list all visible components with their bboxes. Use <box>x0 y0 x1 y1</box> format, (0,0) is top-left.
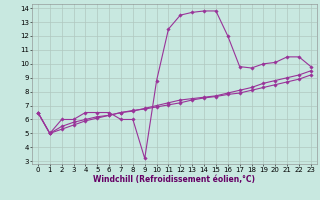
X-axis label: Windchill (Refroidissement éolien,°C): Windchill (Refroidissement éolien,°C) <box>93 175 255 184</box>
